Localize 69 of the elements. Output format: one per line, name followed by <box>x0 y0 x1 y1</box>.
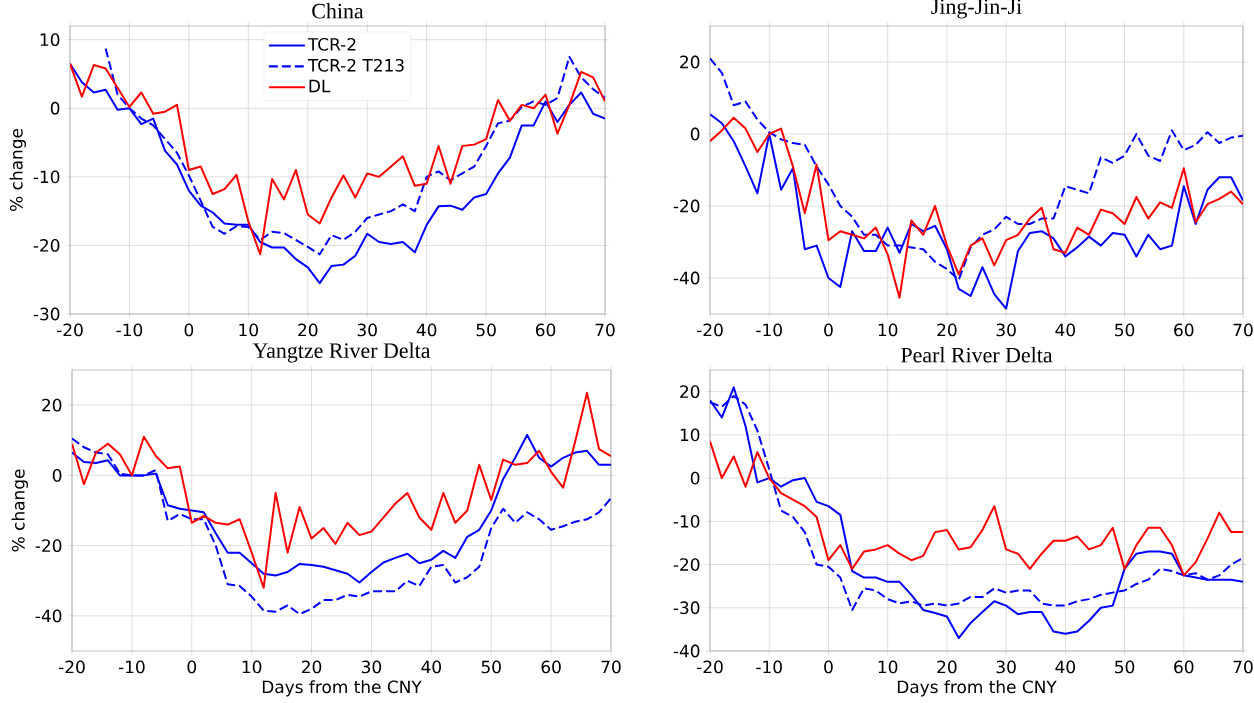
x-tick-label: 70 <box>1233 660 1253 674</box>
x-axis-title: Days from the CNY <box>897 680 1057 697</box>
y-tick-label: -10 <box>673 514 700 528</box>
y-tick-label: -20 <box>35 539 62 553</box>
y-tick-label: 0 <box>52 468 62 482</box>
y-tick-label: 0 <box>690 127 700 141</box>
x-axis-title: Days from the CNY <box>262 680 422 697</box>
x-tick-label: 60 <box>1174 323 1194 337</box>
x-tick-label: 0 <box>824 660 833 674</box>
x-tick-label: 50 <box>481 660 501 674</box>
y-tick-label: -10 <box>33 170 60 184</box>
legend-label: TCR-2 T213 <box>307 58 404 72</box>
y-tick-label: -20 <box>673 199 700 213</box>
x-tick-label: 30 <box>361 660 382 674</box>
x-tick-label: 50 <box>476 323 496 337</box>
chart-title: Pearl River Delta <box>901 347 1053 363</box>
x-tick-label: 70 <box>601 660 621 674</box>
y-tick-label: 0 <box>690 471 700 485</box>
x-tick-label: 50 <box>1115 660 1135 674</box>
x-tick-label: 30 <box>996 660 1016 674</box>
x-tick-label: 60 <box>1174 660 1194 674</box>
x-tick-label: 10 <box>878 323 898 337</box>
y-axis-title: % change <box>9 129 26 211</box>
y-tick-label: 20 <box>680 385 700 399</box>
x-tick-label: 60 <box>541 660 561 674</box>
x-tick-label: 0 <box>184 323 194 337</box>
y-tick-label: 20 <box>42 398 62 412</box>
x-tick-label: 10 <box>239 323 258 337</box>
x-tick-label: 70 <box>1233 323 1253 337</box>
x-tick-label: 10 <box>242 660 262 674</box>
x-tick-label: 20 <box>937 660 957 674</box>
x-tick-label: 50 <box>1115 323 1135 337</box>
y-tick-label: -40 <box>673 271 700 285</box>
x-tick-label: -10 <box>118 660 145 674</box>
x-tick-label: 40 <box>416 323 437 337</box>
line-series <box>710 440 1244 577</box>
x-tick-label: -20 <box>59 660 85 674</box>
y-tick-label: -20 <box>673 558 700 571</box>
y-tick-label: -30 <box>33 307 60 321</box>
x-tick-label: 20 <box>937 323 957 337</box>
x-tick-label: 40 <box>421 660 441 674</box>
y-tick-label: 10 <box>680 428 700 442</box>
x-tick-label: 70 <box>595 323 615 337</box>
legend-label: DL <box>309 79 331 93</box>
chart-title: Jing-Jin-Ji <box>931 0 1022 19</box>
x-tick-label: 20 <box>302 660 322 674</box>
x-tick-label: 30 <box>996 323 1016 337</box>
chart-title: Yangtze River Delta <box>252 342 431 363</box>
y-tick-label: -40 <box>35 609 62 623</box>
y-tick-label: 20 <box>680 55 700 69</box>
y-axis-title: % change <box>11 469 28 552</box>
x-tick-label: 0 <box>824 323 833 337</box>
x-tick-label: 60 <box>535 323 556 337</box>
y-tick-label: -30 <box>673 601 700 615</box>
y-tick-label: -40 <box>673 644 700 658</box>
x-tick-label: 30 <box>357 323 377 337</box>
x-tick-label: 40 <box>1055 660 1075 674</box>
x-tick-label: -10 <box>756 323 782 337</box>
chart-title: China <box>312 3 364 19</box>
x-tick-label: 40 <box>1055 323 1075 337</box>
x-tick-label: 10 <box>878 660 898 674</box>
x-tick-label: 20 <box>298 323 318 337</box>
y-tick-label: 10 <box>40 33 60 47</box>
y-tick-label: 0 <box>50 101 60 115</box>
y-tick-label: -20 <box>33 239 60 252</box>
x-tick-label: 0 <box>187 660 197 674</box>
x-tick-label: -10 <box>116 323 143 337</box>
legend-label: TCR-2 <box>307 37 356 51</box>
x-tick-label: -10 <box>756 660 782 674</box>
